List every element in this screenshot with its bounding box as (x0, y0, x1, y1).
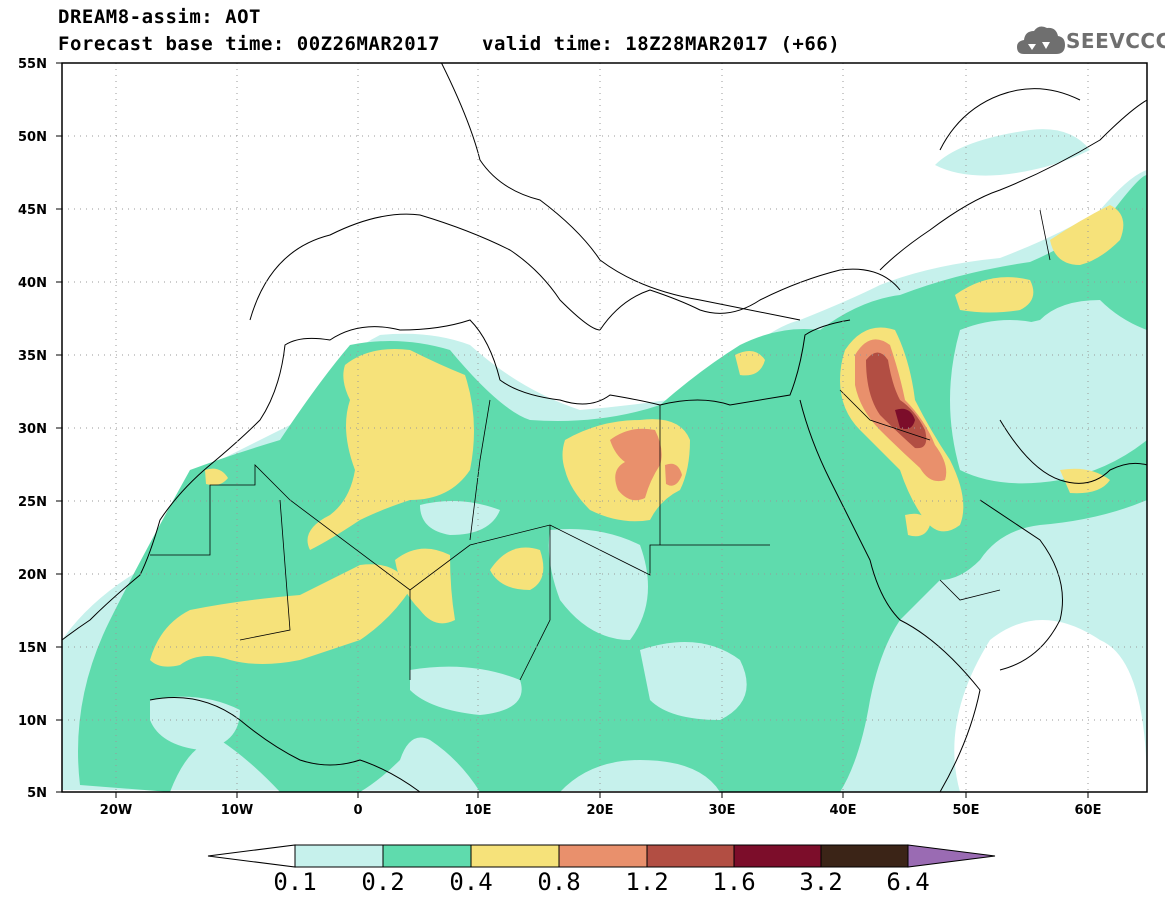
aot-level-0.4 (1060, 468, 1110, 494)
lat-label: 25N (18, 495, 47, 510)
colorbar-label: 1.6 (712, 868, 756, 896)
colorbar (207, 844, 996, 868)
aot-level-0.1 (150, 696, 240, 750)
tick-marks (56, 62, 1089, 798)
lat-label: 20N (18, 568, 47, 583)
colorbar-label: 6.4 (886, 868, 930, 896)
lat-label: 45N (18, 203, 47, 218)
colorbar-under-triangle (207, 844, 296, 868)
colorbar-swatch (820, 844, 909, 868)
aot-clear-area (954, 620, 1147, 792)
cloud-icon (1017, 26, 1065, 54)
aot-level-0.4 (955, 277, 1034, 313)
lat-label: 50N (18, 130, 47, 145)
map-title: DREAM8-assim: AOT (58, 6, 261, 28)
colorbar-label: 0.1 (273, 868, 317, 896)
colorbar-label: 0.2 (361, 868, 405, 896)
seevccc-logo: SEEVCCC (1016, 20, 1165, 60)
country-borders (150, 209, 1051, 681)
aot-level-0.4 (1050, 205, 1124, 265)
aot-level-0.4 (150, 564, 410, 667)
longitude-labels: 20W 10W 0 10E 20E 30E 40E 50E 60E (100, 803, 1102, 818)
lat-label: 40N (18, 276, 47, 291)
lon-label: 30E (709, 803, 736, 818)
colorbar-label: 0.8 (537, 868, 581, 896)
lat-label: 10N (18, 714, 47, 729)
colorbar-swatch (558, 844, 648, 868)
lon-label: 0 (353, 803, 362, 818)
lon-label: 50E (953, 803, 980, 818)
lat-label: 55N (18, 57, 47, 72)
aot-level-0.8 (665, 463, 682, 486)
valid-time: valid time: 18Z28MAR2017 (+66) (482, 33, 841, 55)
aot-level-0.4 (205, 468, 228, 486)
lat-label: 5N (27, 786, 47, 801)
forecast-base-time: Forecast base time: 00Z26MAR2017 (58, 33, 441, 55)
lon-label: 10E (465, 803, 492, 818)
aot-level-0.1 (934, 583, 1000, 640)
lon-label: 20W (100, 803, 132, 818)
aot-level-0.4 (490, 547, 544, 590)
colorbar-swatch (294, 844, 384, 868)
aot-level-0.1 (548, 529, 648, 640)
map-grid (62, 63, 1147, 792)
lon-label: 20E (587, 803, 614, 818)
aot-field (62, 129, 1147, 792)
lon-label: 40E (830, 803, 857, 818)
colorbar-swatch (470, 844, 560, 868)
aot-level-0.1 (420, 501, 500, 535)
logo-text: SEEVCCC (1066, 29, 1165, 53)
aot-level-0.1 (935, 129, 1090, 176)
aot-level-0.1 (640, 642, 747, 720)
lat-label: 30N (18, 422, 47, 437)
latitude-labels: 55N 50N 45N 40N 35N 30N 25N 20N 15N 10N … (18, 57, 47, 801)
aot-level-0.4 (735, 351, 765, 376)
colorbar-swatch (646, 844, 735, 868)
colorbar-label: 0.4 (449, 868, 493, 896)
coastlines (62, 63, 1147, 792)
aot-level-1.6 (895, 408, 915, 429)
lon-label: 10W (221, 803, 253, 818)
lon-label: 60E (1075, 803, 1102, 818)
colorbar-label: 3.2 (799, 868, 843, 896)
aot-level-0.8 (610, 428, 662, 501)
colorbar-swatch (733, 844, 822, 868)
aot-level-0.1 (410, 666, 522, 715)
colorbar-swatch (382, 844, 472, 868)
aot-level-0.1 (960, 320, 1110, 445)
colorbar-label: 1.2 (625, 868, 669, 896)
lat-label: 35N (18, 349, 47, 364)
colorbar-over-triangle (907, 844, 996, 868)
aot-level-0.4 (307, 349, 474, 550)
lat-label: 15N (18, 641, 47, 656)
aot-level-0.4 (905, 513, 930, 537)
